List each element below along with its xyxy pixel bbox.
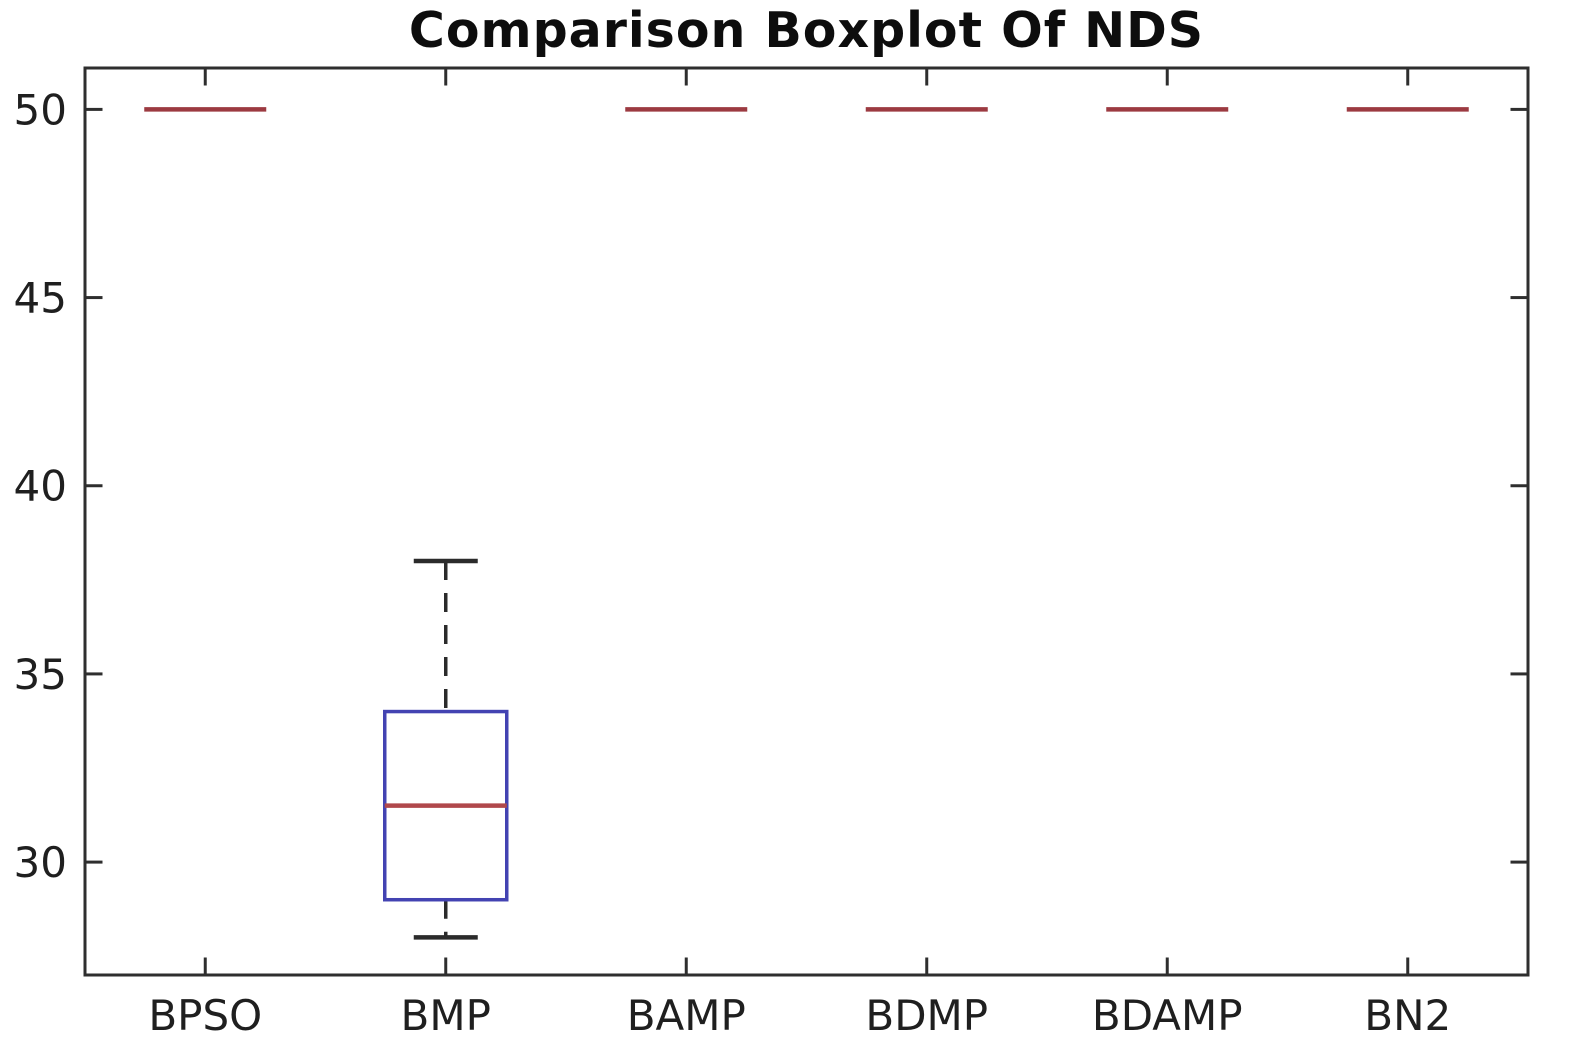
axes-frame bbox=[83, 66, 1530, 977]
y-tick-label: 35 bbox=[14, 650, 67, 699]
x-tick-label: BPSO bbox=[148, 991, 262, 1040]
y-tick-label: 40 bbox=[14, 462, 67, 511]
x-tick-label: BDAMP bbox=[1092, 991, 1243, 1040]
chart-title: Comparison Boxplot Of NDS bbox=[408, 2, 1205, 59]
y-tick-label: 50 bbox=[14, 85, 67, 134]
y-tick-label: 45 bbox=[14, 274, 67, 323]
x-tick-label: BAMP bbox=[627, 991, 746, 1040]
x-tick-label: BMP bbox=[401, 991, 491, 1040]
y-tick-label: 30 bbox=[14, 838, 67, 887]
x-tick-label: BN2 bbox=[1364, 991, 1451, 1040]
x-tick-label: BDMP bbox=[865, 991, 988, 1040]
